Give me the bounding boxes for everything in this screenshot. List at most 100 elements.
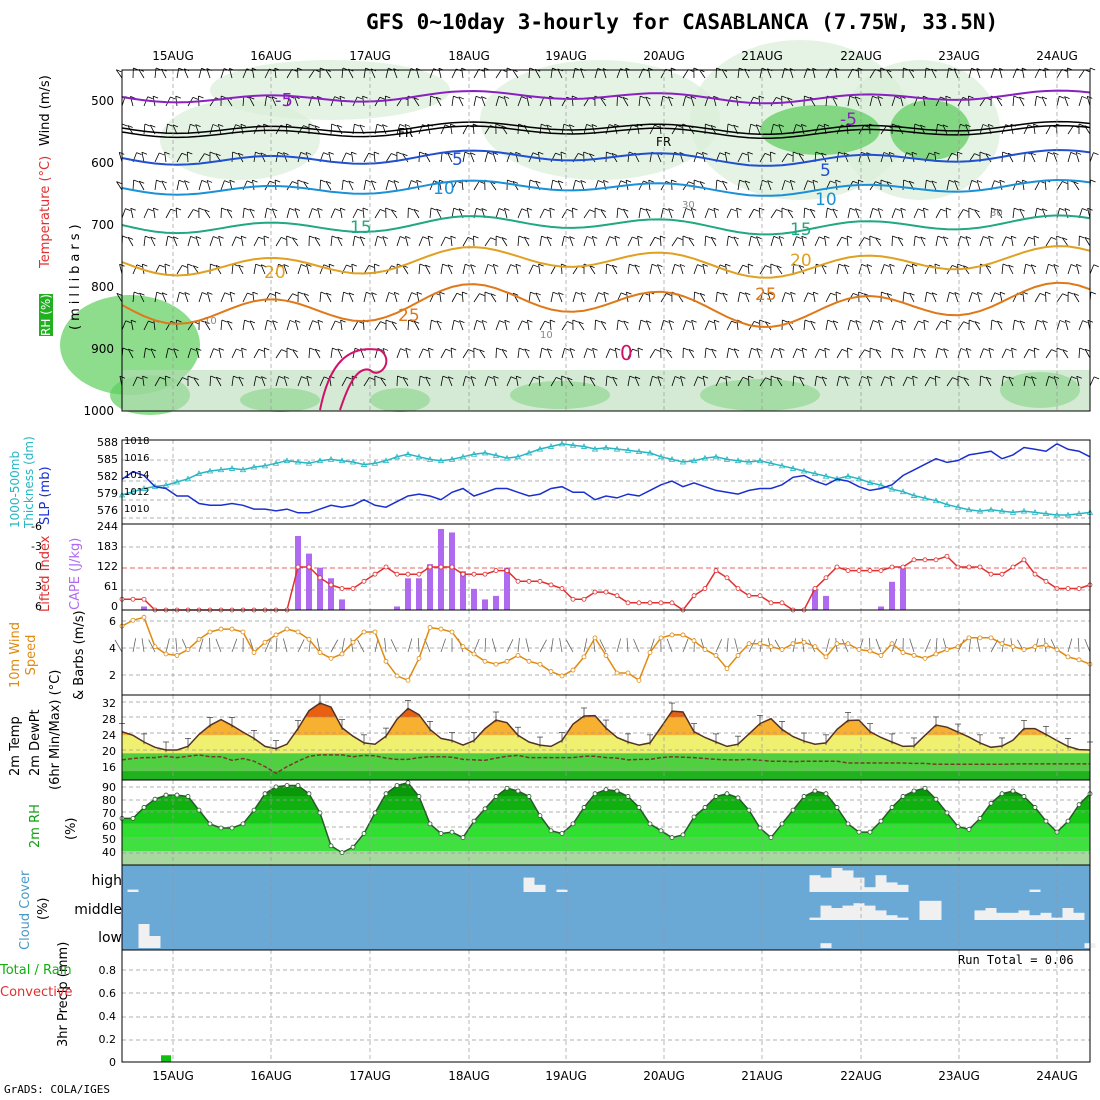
wind-barb — [946, 292, 950, 303]
li-line-marker — [603, 589, 609, 595]
wind-barb — [473, 235, 475, 247]
wind-barb — [605, 376, 608, 387]
wind-barb — [130, 207, 136, 211]
wind-barb — [127, 125, 133, 128]
wind-barb — [303, 125, 309, 128]
wind-barb — [255, 375, 262, 379]
rh-line-marker — [284, 783, 290, 788]
wind-barb — [902, 292, 905, 303]
li-line-marker — [361, 578, 367, 584]
wind-barb — [719, 264, 726, 268]
wind-barb — [340, 319, 346, 323]
wind-barb — [620, 180, 626, 184]
wind-barb — [781, 207, 788, 211]
wind10-line-marker — [262, 639, 268, 645]
cloud-bar — [820, 943, 832, 948]
wind-barb — [176, 319, 182, 323]
wind-barb — [418, 236, 424, 247]
wind-barb — [341, 292, 344, 303]
wind-barb — [824, 235, 830, 239]
wind-barb — [465, 375, 471, 379]
wind-barb — [996, 97, 1002, 100]
wind-barb — [1078, 96, 1083, 107]
wind-barb — [903, 291, 910, 295]
wind-barb — [1062, 181, 1068, 184]
wind-barb — [295, 320, 301, 323]
wind-barb — [911, 151, 918, 155]
wind-barb — [1065, 320, 1071, 323]
wind-barb — [614, 236, 618, 247]
wind-barb — [985, 153, 992, 163]
wind-barb — [462, 152, 466, 163]
wind-barb — [561, 375, 567, 379]
wind-barb — [825, 208, 828, 219]
wind-barb — [793, 263, 799, 267]
date-label-bottom: 22AUG — [840, 1069, 882, 1083]
wind-barb — [137, 376, 143, 380]
thickness-line-marker — [1020, 507, 1028, 514]
wind-barb — [487, 151, 493, 155]
wind-barb — [371, 292, 377, 295]
wind-barb — [150, 236, 156, 247]
wind-barb — [493, 375, 499, 379]
wind-barb — [1014, 319, 1020, 323]
wind-barb — [193, 377, 199, 380]
thickness-line-marker — [998, 507, 1006, 514]
wind-barb — [233, 375, 239, 379]
wind-barb — [341, 376, 348, 387]
rh-line-marker — [757, 825, 763, 831]
wind-barb — [557, 180, 563, 191]
wind-barb — [728, 235, 734, 239]
wind-barb — [462, 264, 466, 275]
precip-tick: 0.4 — [99, 1010, 117, 1023]
thickness-line-marker — [305, 459, 313, 466]
wind-barb — [979, 236, 984, 247]
wind10-barb — [968, 638, 972, 653]
cape-bar — [295, 535, 301, 610]
li-tick: -3 — [31, 540, 42, 553]
wind-barb — [1045, 291, 1051, 295]
wind10-line-marker — [284, 626, 290, 632]
wind-barb — [224, 180, 230, 183]
wind-barb — [159, 152, 165, 156]
wind-barb — [517, 208, 523, 219]
wind-barb — [1053, 264, 1058, 275]
wind-barb — [713, 207, 720, 211]
wind-barb — [116, 181, 123, 191]
contour-label: 20 — [790, 251, 812, 271]
precip-bar — [161, 1055, 171, 1062]
wind-barb — [1070, 152, 1076, 155]
wind-barb — [935, 124, 938, 135]
wind-barb — [499, 320, 505, 323]
cloud-bar — [1029, 915, 1041, 920]
wind-barb — [176, 377, 183, 387]
li-line-marker — [493, 568, 499, 573]
wind10-line-marker — [317, 650, 323, 655]
wind-barb — [832, 320, 838, 331]
wind-barb — [830, 292, 836, 296]
wind-barb — [133, 179, 139, 183]
wind-barb — [246, 180, 253, 184]
wind-barb — [385, 153, 392, 163]
wind-barb — [241, 347, 247, 351]
wind-barb — [519, 347, 525, 351]
wind-barb — [490, 237, 496, 241]
wind-barb — [1078, 347, 1081, 359]
wind-barb — [988, 348, 992, 359]
wind-barb — [396, 375, 398, 387]
wind-barb — [660, 235, 666, 239]
wind-barb — [539, 236, 542, 247]
rh-line-marker — [658, 828, 664, 834]
rh-line-marker — [713, 794, 719, 799]
wind-barb — [1028, 236, 1034, 240]
wind-barb — [841, 348, 848, 352]
thickness-line-marker — [877, 481, 885, 488]
li-line-marker — [306, 564, 312, 570]
wind-barb — [1041, 96, 1048, 100]
wind-barb — [447, 264, 454, 268]
wind-barb — [156, 291, 162, 295]
thickness-line-marker — [668, 456, 676, 462]
wind-barb — [402, 153, 409, 163]
wind-barb — [616, 95, 618, 107]
wind-barb — [1084, 237, 1091, 247]
